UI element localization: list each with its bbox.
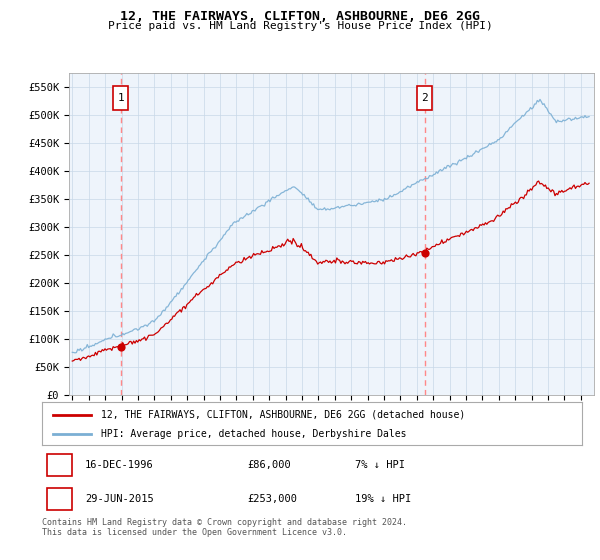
Text: 1: 1	[118, 93, 124, 103]
Text: £86,000: £86,000	[247, 460, 291, 470]
Text: 2: 2	[421, 93, 428, 103]
Bar	[113, 86, 128, 110]
Text: HPI: Average price, detached house, Derbyshire Dales: HPI: Average price, detached house, Derb…	[101, 430, 407, 439]
Text: £253,000: £253,000	[247, 493, 297, 503]
Text: Contains HM Land Registry data © Crown copyright and database right 2024.
This d: Contains HM Land Registry data © Crown c…	[42, 518, 407, 538]
Text: 2: 2	[56, 493, 63, 503]
Text: 12, THE FAIRWAYS, CLIFTON, ASHBOURNE, DE6 2GG: 12, THE FAIRWAYS, CLIFTON, ASHBOURNE, DE…	[120, 10, 480, 22]
Point	[420, 249, 430, 258]
Bar	[47, 488, 72, 510]
Bar	[418, 86, 432, 110]
Point	[116, 342, 125, 351]
Text: 16-DEC-1996: 16-DEC-1996	[85, 460, 154, 470]
Text: 29-JUN-2015: 29-JUN-2015	[85, 493, 154, 503]
Text: 1: 1	[56, 460, 63, 470]
Text: 12, THE FAIRWAYS, CLIFTON, ASHBOURNE, DE6 2GG (detached house): 12, THE FAIRWAYS, CLIFTON, ASHBOURNE, DE…	[101, 409, 466, 419]
Text: 19% ↓ HPI: 19% ↓ HPI	[355, 493, 412, 503]
Bar	[47, 454, 72, 477]
Text: 7% ↓ HPI: 7% ↓ HPI	[355, 460, 405, 470]
Text: Price paid vs. HM Land Registry's House Price Index (HPI): Price paid vs. HM Land Registry's House …	[107, 21, 493, 31]
